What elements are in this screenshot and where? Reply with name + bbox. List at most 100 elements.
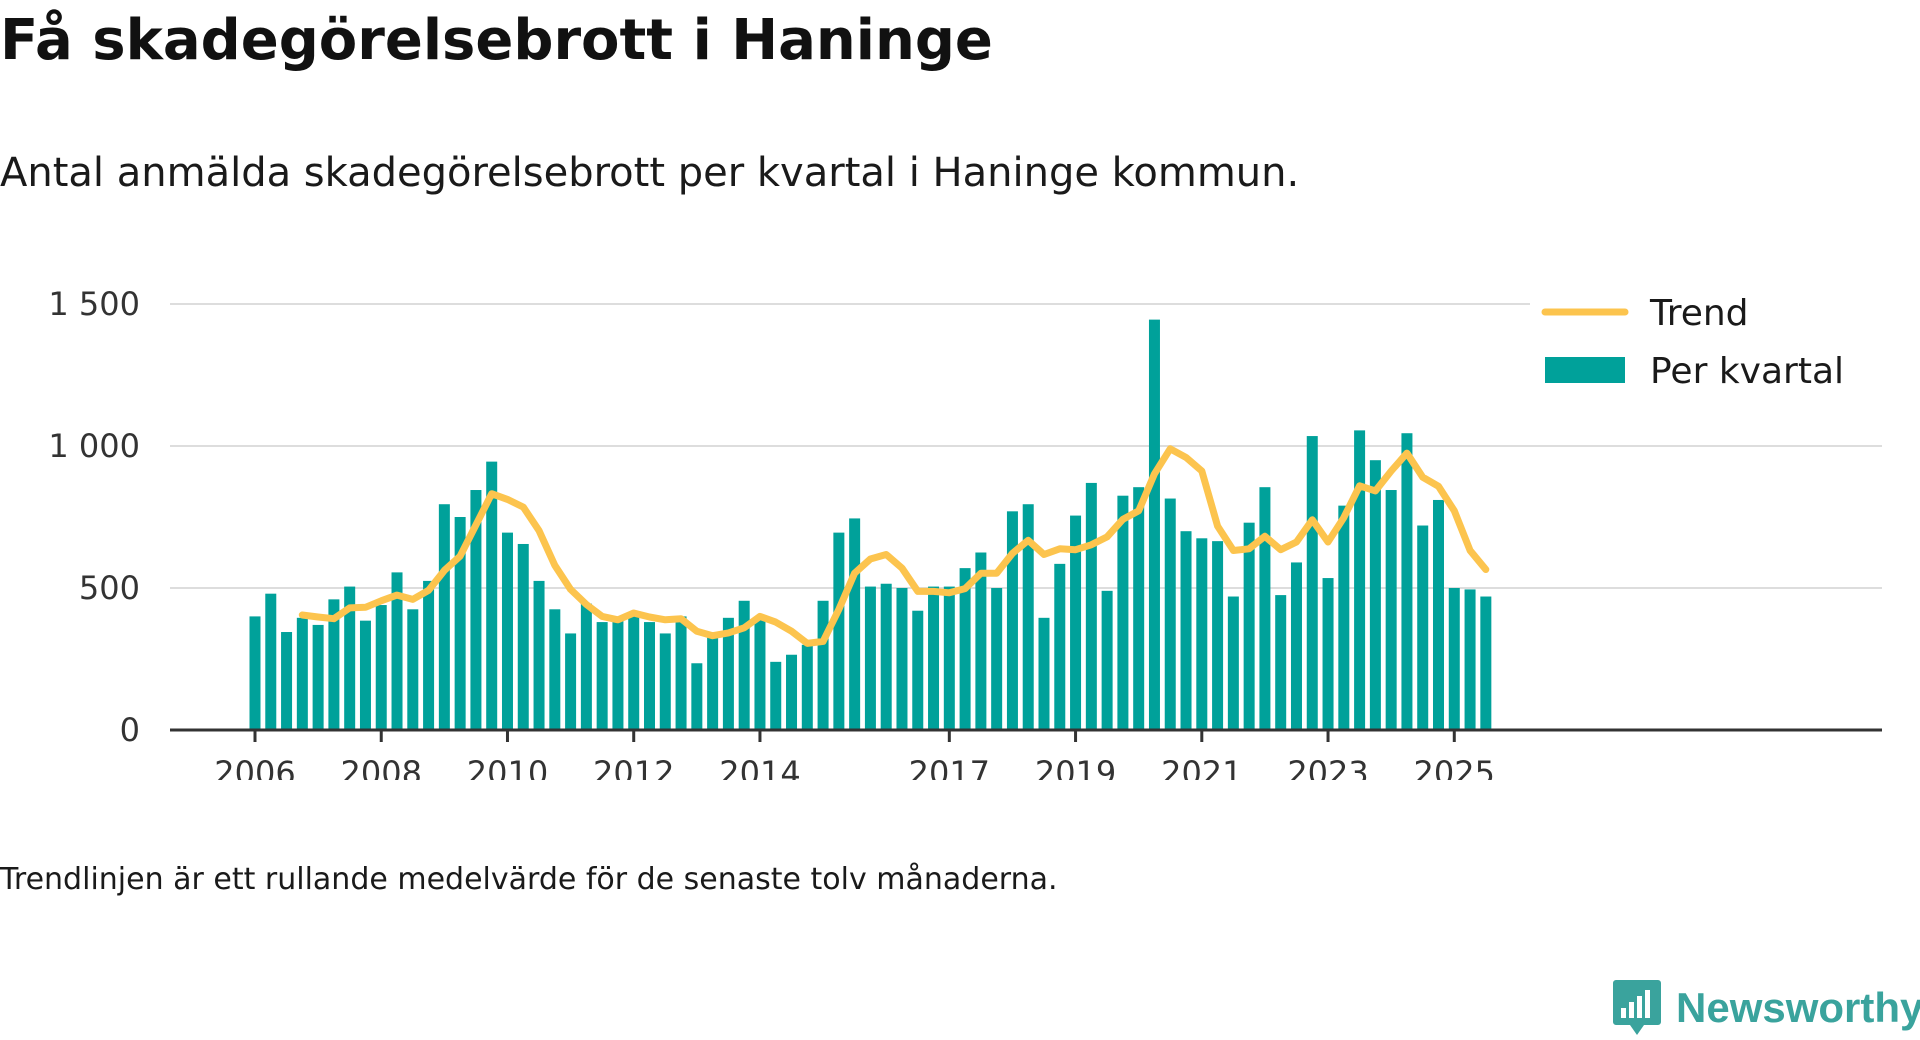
bar <box>501 532 513 730</box>
bar <box>912 610 924 730</box>
bar <box>1054 563 1066 730</box>
x-tick-label: 2008 <box>341 754 422 780</box>
bar <box>959 568 971 730</box>
bar <box>1480 596 1492 730</box>
bar <box>833 532 845 730</box>
bar <box>722 617 734 730</box>
bar <box>1259 487 1271 730</box>
bar <box>1227 596 1239 730</box>
bar <box>281 632 293 730</box>
bar <box>1196 538 1208 730</box>
bar <box>249 616 261 730</box>
bar <box>817 600 829 730</box>
bar <box>1133 487 1145 730</box>
bar <box>786 654 798 730</box>
bar <box>1006 511 1018 730</box>
bar <box>533 580 545 730</box>
x-tick-label: 2014 <box>719 754 800 780</box>
bar <box>1464 589 1476 730</box>
bar <box>1180 531 1192 730</box>
bar <box>1417 525 1429 730</box>
bar <box>454 517 466 730</box>
axes: 0 500 1 000 1 500 2006 2008 2010 2012 2014 2017 20… <box>48 285 1882 780</box>
legend: Trend Per kvartal <box>1530 293 1882 426</box>
bar <box>565 633 577 730</box>
bar <box>1070 515 1082 730</box>
bar <box>612 620 624 730</box>
y-tick-label: 500 <box>79 569 140 607</box>
chart-title: Få skadegörelsebrott i Haninge <box>0 8 993 73</box>
x-tick-label: 2021 <box>1161 754 1242 780</box>
bar <box>943 586 955 730</box>
bar <box>880 583 892 730</box>
newsworthy-icon <box>1613 980 1661 1035</box>
bar <box>675 616 687 730</box>
bar <box>928 586 940 730</box>
bar <box>896 588 908 730</box>
legend-bar-label: Per kvartal <box>1650 351 1844 392</box>
bar <box>486 461 498 730</box>
bar <box>1243 522 1255 730</box>
bar <box>1085 482 1097 730</box>
bar <box>659 633 671 730</box>
bar-series <box>249 319 1492 730</box>
newsworthy-wordmark: Newsworthy <box>1676 984 1920 1031</box>
bar <box>1369 460 1381 730</box>
bar <box>628 616 640 730</box>
x-tick-label: 2012 <box>593 754 674 780</box>
trend-line <box>298 445 1490 647</box>
bar <box>1354 430 1366 730</box>
trend-series <box>298 445 1490 647</box>
bar <box>991 588 1003 730</box>
bar <box>864 586 876 730</box>
bar <box>1322 578 1334 730</box>
bar <box>707 633 719 730</box>
bar <box>770 661 782 730</box>
bar <box>296 617 308 730</box>
y-tick-label: 1 500 <box>48 285 140 323</box>
y-tick-label: 0 <box>120 711 140 749</box>
chart-subtitle: Antal anmälda skadegörelsebrott per kvar… <box>0 150 1300 196</box>
x-tick-label: 2017 <box>909 754 990 780</box>
bar <box>1290 562 1302 730</box>
bar <box>1385 490 1397 730</box>
bar <box>738 600 750 730</box>
bar <box>1148 319 1160 730</box>
newsworthy-logo: Newsworthy <box>1612 978 1920 1038</box>
bar <box>1275 595 1287 730</box>
bar <box>596 622 608 730</box>
bar <box>517 543 529 730</box>
bar <box>849 518 861 730</box>
bar <box>644 622 655 730</box>
bar <box>423 580 435 730</box>
x-tick-label: 2019 <box>1035 754 1116 780</box>
bar <box>470 490 482 730</box>
bar <box>312 624 324 730</box>
bar <box>801 644 813 730</box>
x-tick-label: 2025 <box>1414 754 1495 780</box>
legend-bar-swatch <box>1545 357 1625 383</box>
bar <box>691 663 703 730</box>
bar <box>1212 541 1224 730</box>
bar <box>1117 495 1129 730</box>
bar <box>391 572 403 730</box>
bar <box>1433 499 1444 730</box>
bar <box>328 599 340 730</box>
bar <box>1022 504 1034 730</box>
bar <box>1306 436 1318 730</box>
x-tick-label: 2010 <box>467 754 548 780</box>
legend-trend-label: Trend <box>1649 293 1749 334</box>
bar <box>1038 617 1050 730</box>
bar <box>1101 590 1113 730</box>
bar <box>375 605 387 730</box>
y-tick-label: 1 000 <box>48 427 140 465</box>
footnote: Trendlinjen är ett rullande medelvärde f… <box>0 862 1058 897</box>
bar <box>359 620 371 730</box>
bar <box>1338 505 1350 730</box>
bar <box>265 593 277 730</box>
bar <box>1401 433 1413 730</box>
bar <box>1448 588 1460 730</box>
bar <box>344 586 356 730</box>
bar <box>975 552 987 730</box>
bar <box>580 603 592 730</box>
